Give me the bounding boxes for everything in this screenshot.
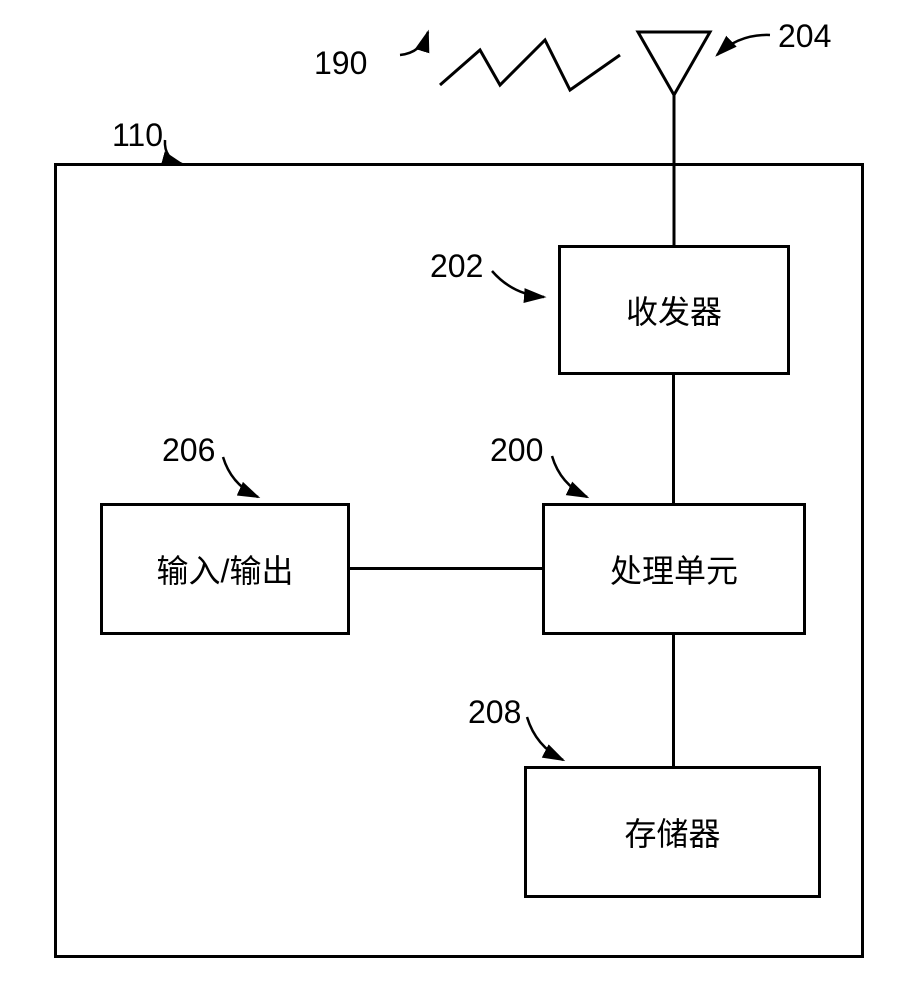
arrow-outer — [165, 140, 182, 164]
arrow-antenna — [717, 35, 770, 55]
ref-arrows — [0, 0, 909, 1000]
arrow-memory — [527, 717, 563, 760]
arrow-io — [223, 457, 258, 497]
arrow-signal — [400, 32, 428, 55]
arrow-processor — [552, 456, 587, 497]
arrow-transceiver — [492, 271, 544, 297]
